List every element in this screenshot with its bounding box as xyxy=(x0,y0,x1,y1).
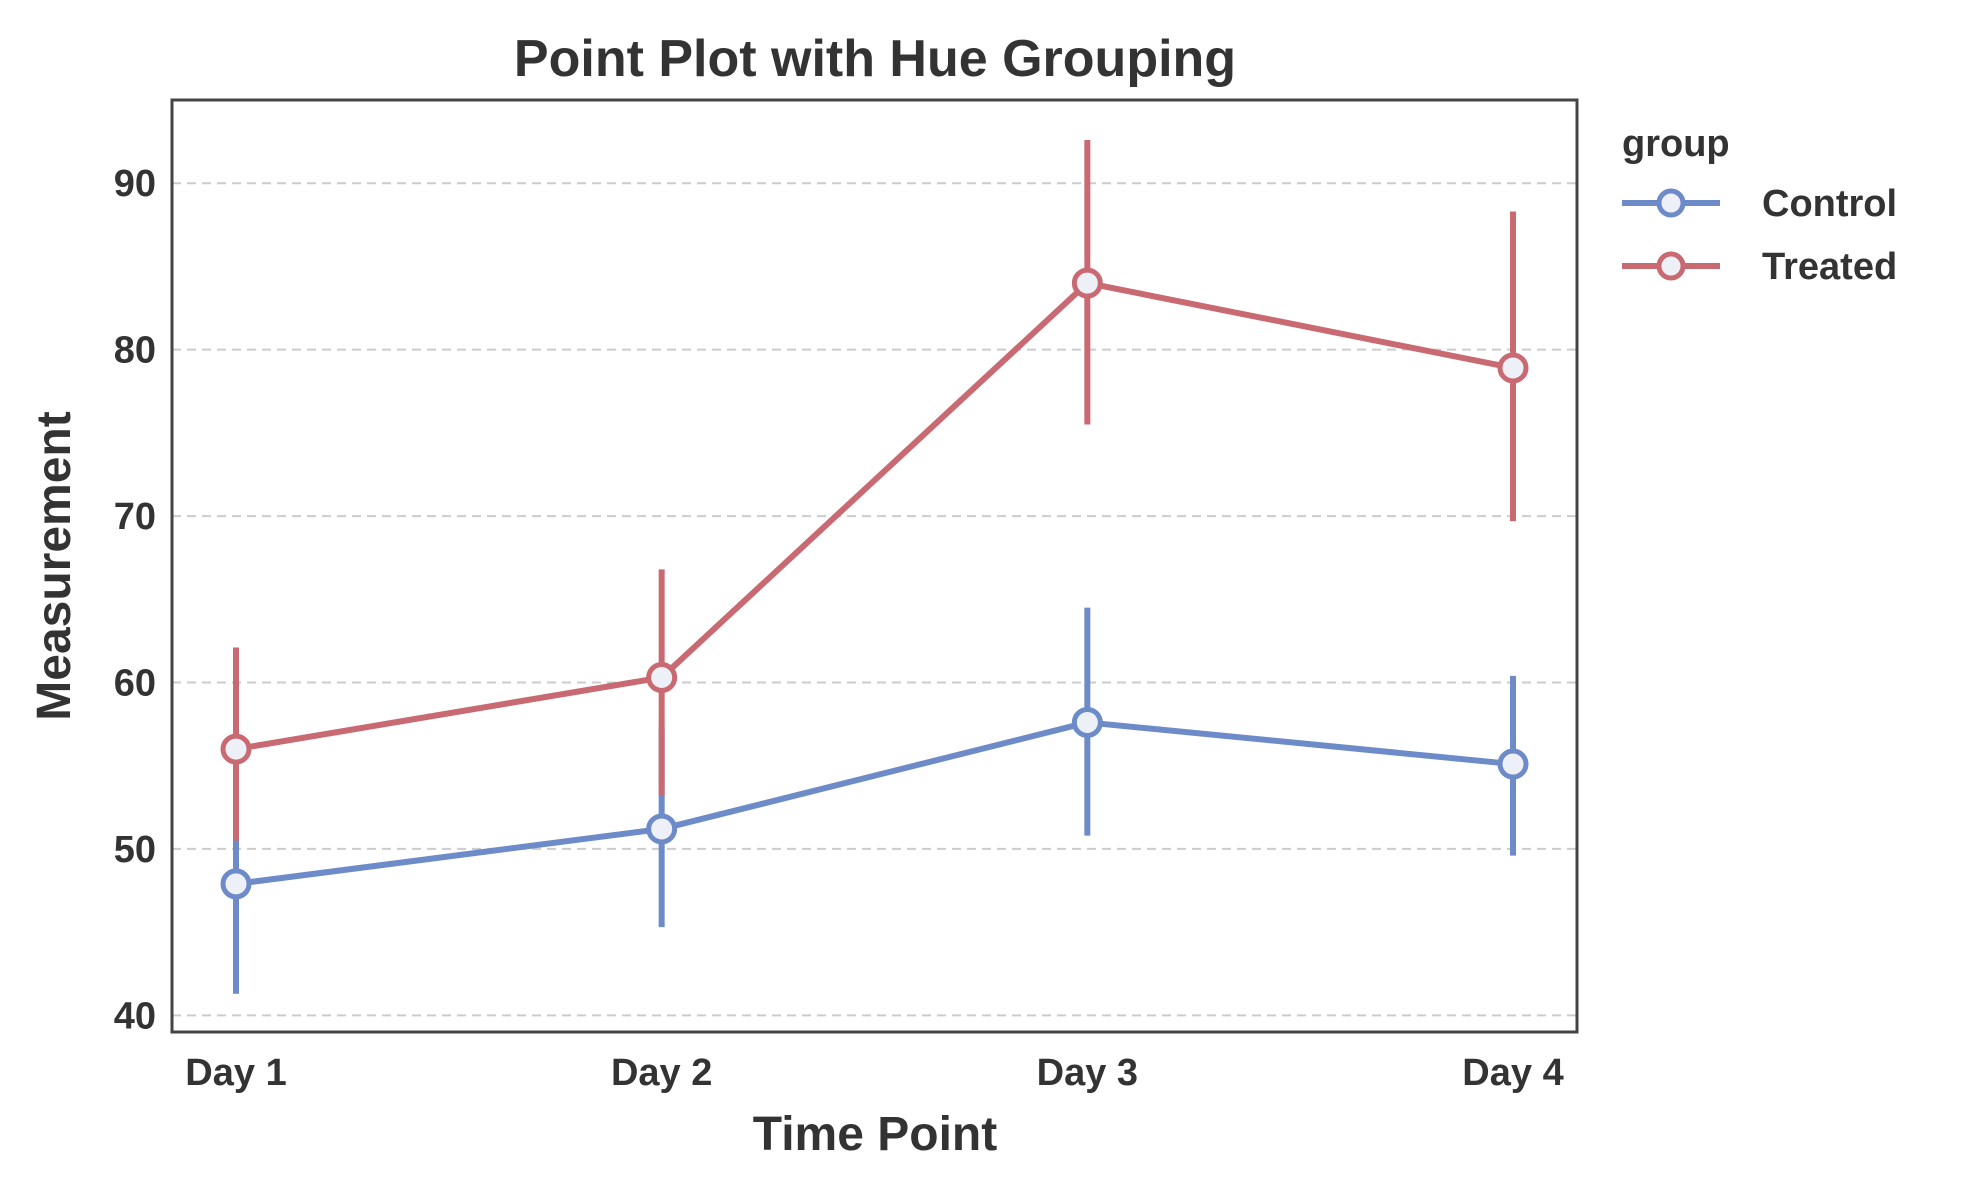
x-axis-label: Time Point xyxy=(753,1108,997,1161)
y-tick-label-40: 40 xyxy=(114,995,156,1037)
error-bars xyxy=(233,139,1516,994)
series-lines xyxy=(235,280,1514,887)
data-point-treated-2 xyxy=(646,662,678,694)
legend-marker-control xyxy=(1656,188,1686,218)
data-point-control-1 xyxy=(220,868,252,900)
y-tick-label-90: 90 xyxy=(114,163,156,205)
data-point-control-4 xyxy=(1497,748,1529,780)
x-tick-label-2: Day 2 xyxy=(611,1052,712,1094)
series-points xyxy=(220,267,1529,900)
x-tick-labels: Day 1 Day 2 Day 3 Day 4 xyxy=(185,1052,1563,1094)
plot-frame xyxy=(170,98,1579,1034)
x-tick-label-1: Day 1 xyxy=(185,1052,286,1094)
series-line-treated xyxy=(235,280,1514,753)
legend: group Control Treated xyxy=(1622,123,1897,288)
y-tick-label-50: 50 xyxy=(114,829,156,871)
data-point-control-2 xyxy=(646,813,678,845)
data-point-treated-1 xyxy=(220,733,252,765)
data-point-treated-3 xyxy=(1071,267,1103,299)
legend-title: group xyxy=(1622,123,1730,165)
chart-title: Point Plot with Hue Grouping xyxy=(514,30,1236,88)
y-tick-labels: 40 50 60 70 80 90 xyxy=(114,163,156,1037)
y-tick-label-60: 60 xyxy=(114,663,156,705)
x-tick-label-3: Day 3 xyxy=(1037,1052,1138,1094)
data-point-treated-4 xyxy=(1497,352,1529,384)
legend-marker-treated xyxy=(1656,251,1686,281)
y-tick-label-70: 70 xyxy=(114,496,156,538)
data-point-control-3 xyxy=(1071,706,1103,738)
x-tick-label-4: Day 4 xyxy=(1462,1052,1563,1094)
legend-label-control: Control xyxy=(1762,183,1897,225)
gridlines xyxy=(172,182,1577,1017)
legend-label-treated: Treated xyxy=(1762,246,1897,288)
y-axis-label: Measurement xyxy=(28,411,81,720)
legend-items: Control Treated xyxy=(1622,183,1897,288)
y-tick-label-80: 80 xyxy=(114,330,156,372)
series-line-control xyxy=(235,719,1514,887)
